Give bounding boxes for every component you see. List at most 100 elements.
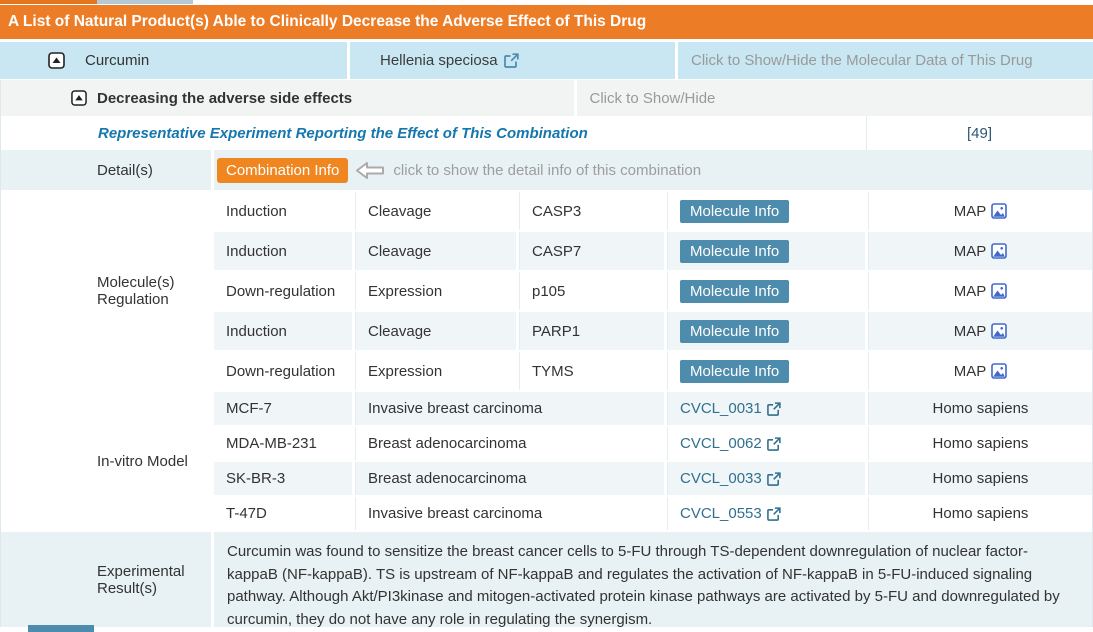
reference-link[interactable]: [49] xyxy=(966,124,993,142)
regulation-target: CASP7 xyxy=(519,232,664,270)
image-file-icon xyxy=(991,363,1008,379)
cellosaurus-cell: CVCL_0553 xyxy=(667,497,865,530)
experimental-label: Experimental Result(s) xyxy=(97,562,185,597)
regulation-effect: Induction xyxy=(214,232,352,270)
cellosaurus-id: CVCL_0553 xyxy=(680,505,762,522)
regulation-process: Cleavage xyxy=(355,192,516,230)
collapse-icon[interactable] xyxy=(71,90,87,106)
map-link[interactable]: MAP xyxy=(954,243,1008,260)
cellosaurus-link[interactable]: CVCL_0033 xyxy=(680,470,781,487)
molecule-info-cell: Molecule Info xyxy=(667,352,865,390)
cellosaurus-id: CVCL_0031 xyxy=(680,400,762,417)
cellosaurus-cell: CVCL_0031 xyxy=(667,392,865,425)
regulation-effect: Down-regulation xyxy=(214,272,352,310)
experimental-label-cell: Experimental Result(s) xyxy=(1,532,211,627)
regulation-effect: Down-regulation xyxy=(214,352,352,390)
map-label: MAP xyxy=(953,282,987,300)
regulation-target: CASP3 xyxy=(519,192,664,230)
table-row: T-47D Invasive breast carcinoma CVCL_055… xyxy=(214,497,1092,530)
experimental-text: Curcumin was found to sensitize the brea… xyxy=(214,532,1092,628)
map-cell: MAP xyxy=(868,192,1092,230)
details-section: Detail(s) Combination Info click to show… xyxy=(1,150,1092,190)
external-link-icon xyxy=(503,53,519,68)
effect-toggle[interactable]: Click to Show/Hide xyxy=(589,89,716,107)
molecule-regulation-label: Molecule(s) Regulation xyxy=(97,274,175,308)
map-cell: MAP xyxy=(868,312,1092,350)
molecule-info-button[interactable]: Molecule Info xyxy=(680,279,790,303)
external-link-icon xyxy=(766,506,781,521)
species: Homo sapiens xyxy=(868,427,1092,460)
reference-cell: [49] xyxy=(866,116,1092,150)
representative-label-cell: Representative Experiment Reporting the … xyxy=(1,116,866,150)
drug-row: Curcumin Hellenia speciosa Click to Show… xyxy=(0,42,1093,79)
map-link[interactable]: MAP xyxy=(954,323,1008,340)
species: Homo sapiens xyxy=(868,462,1092,495)
table-row: MDA-MB-231 Breast adenocarcinoma CVCL_00… xyxy=(214,427,1092,460)
regulation-process: Expression xyxy=(355,272,516,310)
drug-source-cell: Hellenia speciosa xyxy=(350,42,675,79)
cell-line: MCF-7 xyxy=(214,392,352,425)
cellosaurus-cell: CVCL_0033 xyxy=(667,462,865,495)
experimental-result-section: Experimental Result(s) Curcumin was foun… xyxy=(1,532,1092,628)
representative-row: Representative Experiment Reporting the … xyxy=(1,116,1092,150)
cell-line: MDA-MB-231 xyxy=(214,427,352,460)
collapse-icon[interactable] xyxy=(48,52,65,69)
external-link-icon xyxy=(766,401,781,416)
molecule-info-cell: Molecule Info xyxy=(667,232,865,270)
regulation-target: p105 xyxy=(519,272,664,310)
regulation-target: PARP1 xyxy=(519,312,664,350)
regulation-effect: Induction xyxy=(214,192,352,230)
cell-line: T-47D xyxy=(214,497,352,530)
map-label: MAP xyxy=(953,242,987,260)
map-cell: MAP xyxy=(868,272,1092,310)
section-header-title: A List of Natural Product(s) Able to Cli… xyxy=(8,13,647,30)
disease: Breast adenocarcinoma xyxy=(355,462,664,495)
regulation-process: Cleavage xyxy=(355,232,516,270)
molecule-info-cell: Molecule Info xyxy=(667,272,865,310)
map-link[interactable]: MAP xyxy=(954,203,1008,220)
species-link-label: Hellenia speciosa xyxy=(380,52,498,69)
drug-molecular-data-toggle[interactable]: Click to Show/Hide the Molecular Data of… xyxy=(691,52,1033,69)
cellosaurus-id: CVCL_0062 xyxy=(680,435,762,452)
effect-label-cell: Decreasing the adverse side effects xyxy=(1,80,574,116)
map-cell: MAP xyxy=(868,232,1092,270)
section-header: A List of Natural Product(s) Able to Cli… xyxy=(0,5,1093,39)
details-content: Combination Info click to show the detai… xyxy=(214,150,1092,190)
species: Homo sapiens xyxy=(868,497,1092,530)
details-hint: click to show the detail info of this co… xyxy=(393,161,702,179)
regulation-effect: Induction xyxy=(214,312,352,350)
molecule-info-button[interactable]: Molecule Info xyxy=(680,239,790,263)
cellosaurus-cell: CVCL_0062 xyxy=(667,427,865,460)
cellosaurus-link[interactable]: CVCL_0031 xyxy=(680,400,781,417)
regulation-process: Cleavage xyxy=(355,312,516,350)
table-row: Induction Cleavage PARP1 Molecule Info M… xyxy=(214,312,1092,350)
molecule-info-button[interactable]: Molecule Info xyxy=(680,359,790,383)
invitro-label-cell: In-vitro Model xyxy=(1,392,211,530)
details-label-cell: Detail(s) xyxy=(1,150,211,190)
molecule-regulation-section: Molecule(s) Regulation Induction Cleavag… xyxy=(1,192,1092,390)
arrow-left-icon xyxy=(355,161,385,180)
map-label: MAP xyxy=(953,322,987,340)
species-link[interactable]: Hellenia speciosa xyxy=(380,52,519,69)
cellosaurus-link[interactable]: CVCL_0553 xyxy=(680,505,781,522)
disease: Invasive breast carcinoma xyxy=(355,392,664,425)
table-row: Down-regulation Expression p105 Molecule… xyxy=(214,272,1092,310)
molecule-info-button[interactable]: Molecule Info xyxy=(680,199,790,223)
molecule-info-button[interactable]: Molecule Info xyxy=(680,319,790,343)
cellosaurus-link[interactable]: CVCL_0062 xyxy=(680,435,781,452)
disease: Breast adenocarcinoma xyxy=(355,427,664,460)
cutoff-button[interactable] xyxy=(28,625,94,632)
table-row: MCF-7 Invasive breast carcinoma CVCL_003… xyxy=(214,392,1092,425)
map-link[interactable]: MAP xyxy=(954,283,1008,300)
cell-line: SK-BR-3 xyxy=(214,462,352,495)
map-label: MAP xyxy=(953,362,987,380)
effect-row: Decreasing the adverse side effects Clic… xyxy=(1,80,1092,116)
molecule-info-cell: Molecule Info xyxy=(667,192,865,230)
details-label: Detail(s) xyxy=(97,161,153,179)
map-link[interactable]: MAP xyxy=(954,363,1008,380)
top-strip-orange xyxy=(0,0,97,4)
image-file-icon xyxy=(991,283,1008,299)
combination-info-button[interactable]: Combination Info xyxy=(217,157,349,183)
molecule-info-cell: Molecule Info xyxy=(667,312,865,350)
